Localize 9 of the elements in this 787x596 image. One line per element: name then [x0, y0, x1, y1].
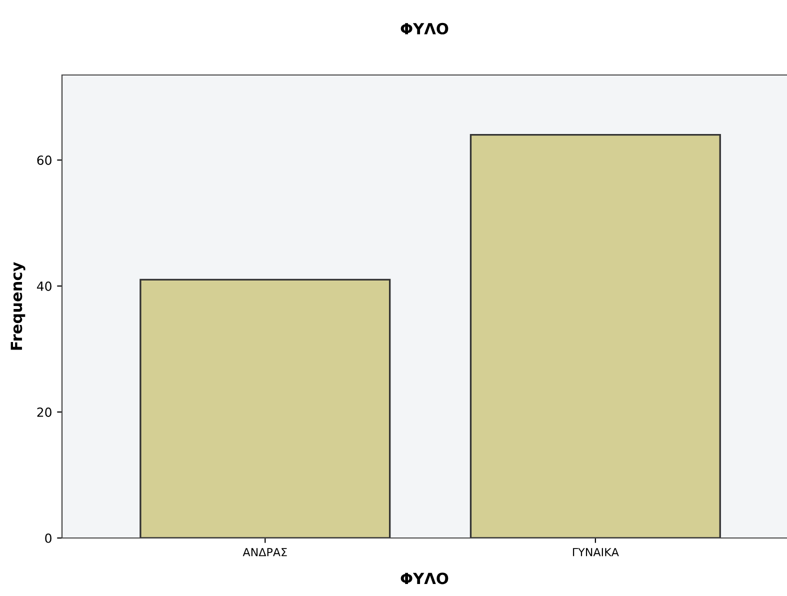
- x-tick-label: ΑΝΔΡΑΣ: [242, 548, 287, 556]
- y-axis-title: Frequency: [10, 262, 26, 350]
- y-tick-label: 40: [36, 282, 52, 291]
- y-tick-label: 20: [37, 407, 52, 417]
- x-axis-title: ΦΥΛΟ: [400, 572, 448, 584]
- y-tick-label: 60: [37, 156, 52, 165]
- x-tick-label: ΓΥΝΑΙΚΑ: [572, 548, 619, 556]
- chart-title: ΦΥΛΟ: [400, 22, 448, 34]
- y-tick-label: 0: [45, 533, 52, 543]
